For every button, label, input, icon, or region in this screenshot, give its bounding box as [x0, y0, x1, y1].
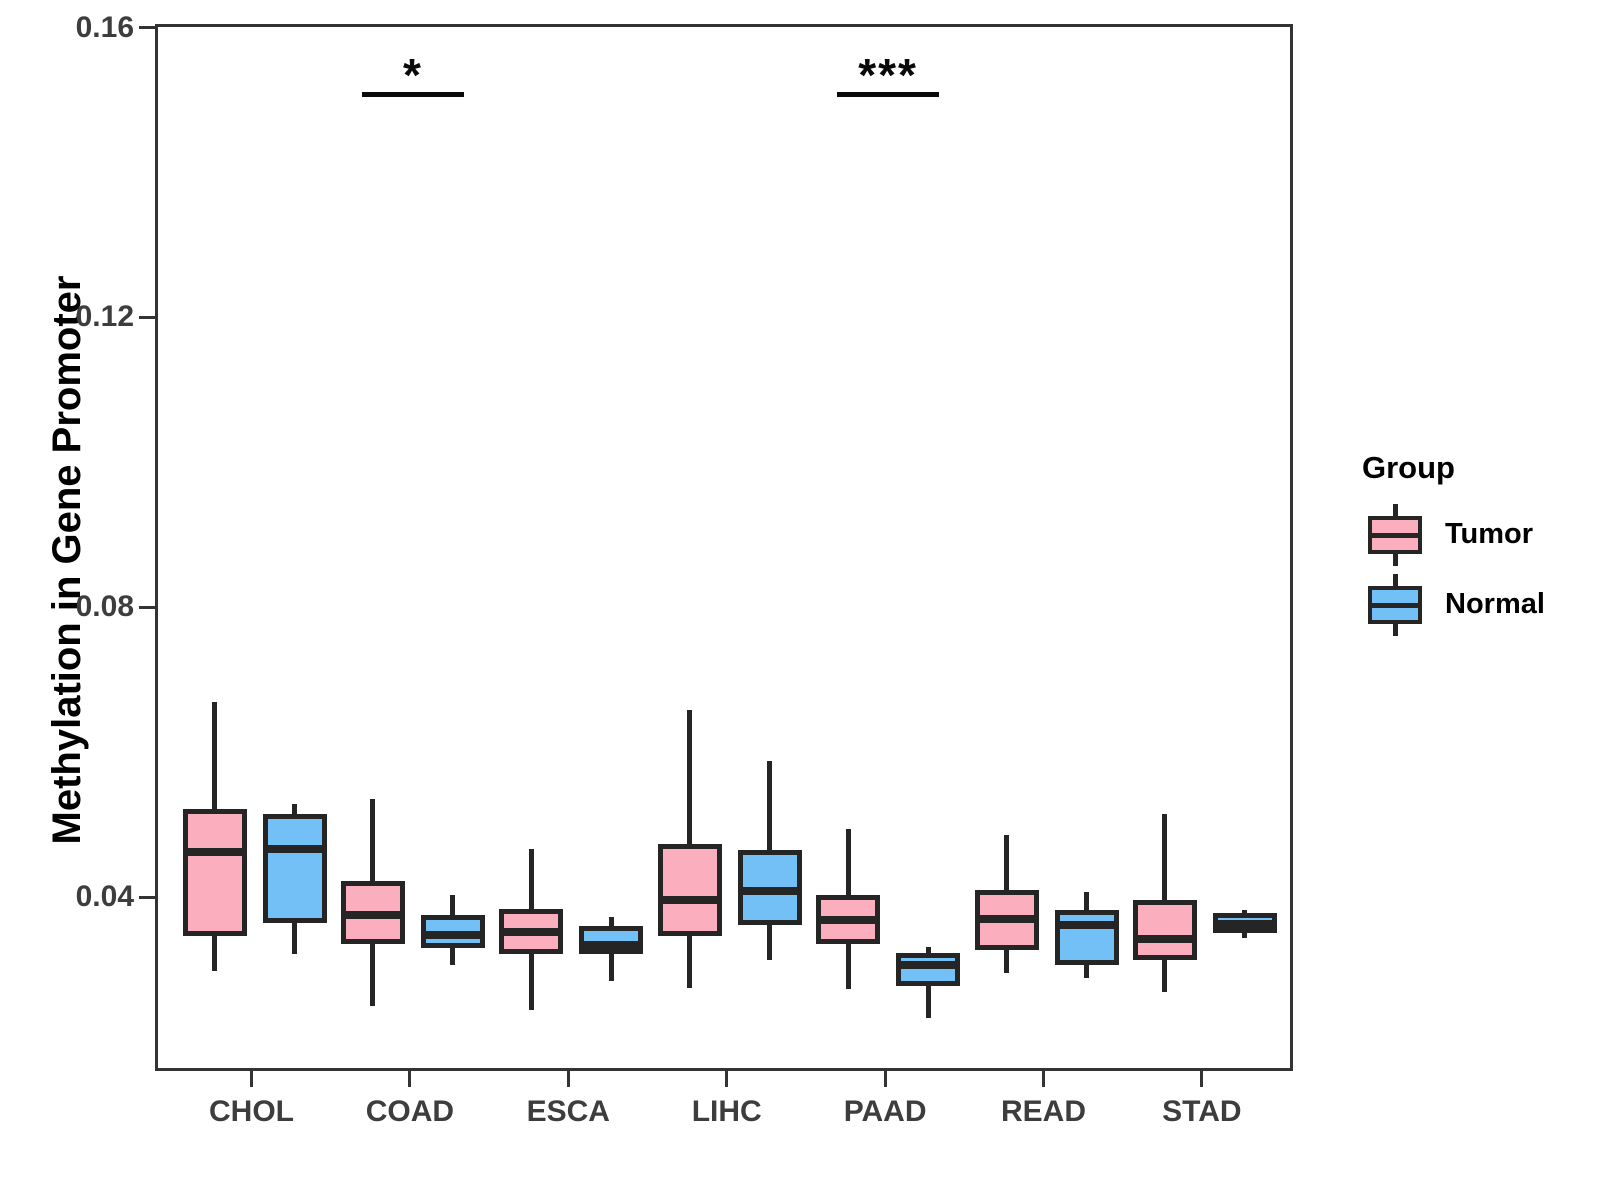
median-normal-lihc	[737, 887, 802, 896]
x-tick-mark	[725, 1071, 729, 1087]
legend-label-tumor: Tumor	[1445, 518, 1534, 550]
significance-bracket-paad	[837, 92, 940, 98]
x-tick-label: COAD	[365, 1095, 455, 1128]
key-median	[1368, 602, 1422, 608]
y-tick-label: 0.16	[75, 10, 134, 44]
box-normal-read	[1054, 910, 1119, 965]
legend-entry-normal: Normal	[1330, 572, 1600, 638]
y-tick-mark	[139, 605, 155, 609]
box-normal-chol	[262, 813, 327, 924]
x-tick-label: PAAD	[843, 1095, 927, 1128]
legend-title: Group	[1362, 450, 1455, 485]
legend-label-normal: Normal	[1445, 588, 1545, 620]
legend: Group Tumor Normal	[1330, 450, 1600, 670]
y-tick-mark	[139, 895, 155, 899]
median-normal-stad	[1212, 920, 1277, 928]
median-tumor-read	[974, 914, 1039, 923]
median-tumor-chol	[182, 848, 247, 857]
box-normal-esca	[579, 926, 644, 955]
x-tick-label: ESCA	[526, 1095, 610, 1128]
key-median	[1368, 532, 1422, 538]
x-tick-label: READ	[1000, 1095, 1086, 1128]
significance-label-coad: *	[402, 49, 423, 102]
x-tick-label: LIHC	[691, 1095, 762, 1128]
median-normal-coad	[420, 930, 485, 939]
median-tumor-lihc	[657, 896, 722, 905]
x-tick-mark	[883, 1071, 887, 1087]
y-axis-title: Methylation in Gene Promoter	[45, 275, 89, 845]
x-tick-label: STAD	[1162, 1095, 1242, 1128]
significance-bracket-coad	[361, 92, 464, 98]
box-tumor-lihc	[657, 843, 722, 937]
y-tick-label: 0.12	[75, 300, 134, 334]
median-normal-paad	[896, 961, 961, 970]
median-normal-esca	[579, 941, 644, 950]
legend-entry-tumor: Tumor	[1330, 502, 1600, 568]
x-tick-mark	[250, 1071, 253, 1087]
median-tumor-coad	[340, 911, 405, 920]
normal-boxplot-key-icon	[1368, 574, 1422, 636]
y-tick-mark	[139, 26, 155, 30]
y-tick-mark	[139, 315, 155, 319]
median-tumor-paad	[816, 916, 881, 925]
x-tick-mark	[1042, 1071, 1045, 1087]
y-tick-label: 0.04	[75, 880, 134, 914]
tumor-boxplot-key-icon	[1368, 504, 1422, 566]
x-tick-label: CHOL	[209, 1095, 294, 1128]
y-tick-label: 0.08	[75, 590, 134, 624]
median-tumor-esca	[499, 927, 564, 936]
x-tick-mark	[566, 1071, 570, 1087]
box-tumor-stad	[1132, 900, 1197, 960]
median-normal-chol	[262, 844, 327, 853]
plot-panel: * ***	[155, 24, 1293, 1071]
x-tick-mark	[408, 1071, 412, 1087]
significance-label-paad: ***	[858, 49, 918, 102]
x-tick-mark	[1200, 1071, 1204, 1087]
median-tumor-stad	[1132, 935, 1197, 944]
median-normal-read	[1054, 921, 1119, 930]
box-tumor-chol	[182, 808, 247, 937]
